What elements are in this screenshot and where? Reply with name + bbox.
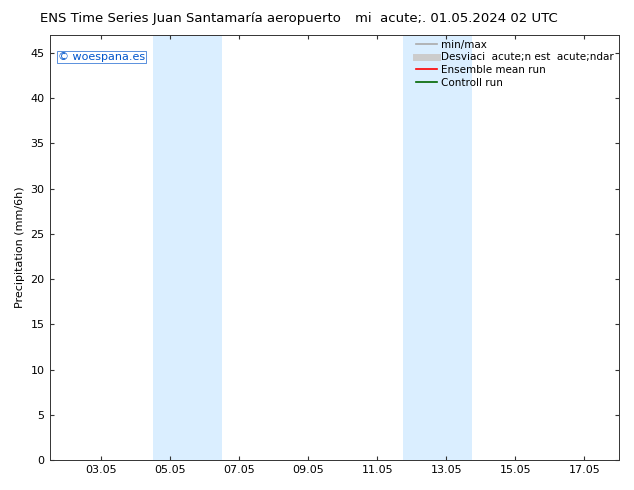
Text: ENS Time Series Juan Santamaría aeropuerto: ENS Time Series Juan Santamaría aeropuer…	[40, 12, 340, 25]
Bar	[403, 35, 472, 460]
Y-axis label: Precipitation (mm/6h): Precipitation (mm/6h)	[15, 187, 25, 308]
Bar	[153, 35, 222, 460]
Text: © woespana.es: © woespana.es	[58, 51, 145, 62]
Legend: min/max, Desviaci  acute;n est  acute;ndar, Ensemble mean run, Controll run: min/max, Desviaci acute;n est acute;ndar…	[414, 38, 616, 90]
Text: mi  acute;. 01.05.2024 02 UTC: mi acute;. 01.05.2024 02 UTC	[355, 12, 558, 25]
